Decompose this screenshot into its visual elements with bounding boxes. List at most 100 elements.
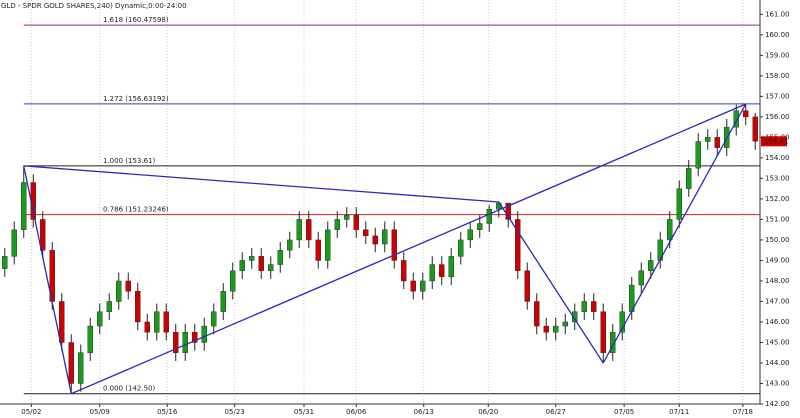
candle-body [638,270,644,286]
x-tick-label: 05/02 [21,408,41,416]
candle-body [125,280,131,292]
candle-body [325,229,331,261]
last-price-label: 154.81 [764,137,789,145]
candle-body [306,219,312,241]
candle-body [429,264,435,282]
y-tick-label: 156.00 [765,113,790,121]
candle-body [600,311,606,353]
candle-body [353,215,359,230]
x-tick-label: 06/06 [346,408,367,416]
candle-body [648,260,654,271]
candle-body [543,325,549,333]
candle-body [581,301,587,312]
candle-body [220,291,226,312]
candle-body [714,137,720,148]
x-tick-label: 06/20 [478,408,498,416]
y-tick-label: 157.00 [765,92,790,100]
candle-body [667,219,673,241]
candle-body [163,311,169,333]
candle-body [695,141,701,169]
candle-body [505,202,511,220]
y-tick-label: 151.00 [765,215,790,223]
x-tick-label: 07/11 [669,408,689,416]
candle-body [192,332,198,343]
candle-body [239,260,245,271]
x-tick-label: 07/18 [733,408,753,416]
candle-body [372,235,378,245]
candle-body [676,188,682,220]
candle-body [477,223,483,230]
candle-body [448,256,454,278]
y-tick-label: 158.00 [765,72,790,80]
y-tick-label: 146.00 [765,318,790,326]
candle-body [182,332,188,353]
fib-level-label: 0.786 (151.23246) [103,206,169,214]
y-tick-label: 148.00 [765,277,790,285]
candle-body [59,301,65,343]
y-tick-label: 152.00 [765,195,790,203]
candle-body [287,239,293,251]
x-tick-label: 05/09 [90,408,110,416]
candle-body [752,116,758,142]
candle-body [11,229,17,257]
candle-body [40,219,46,251]
fib-level-label: 1.272 (156.63192) [103,95,169,103]
candle-body [78,352,84,384]
candle-body [410,280,416,292]
y-tick-label: 150.00 [765,236,790,244]
candle-body [591,301,597,312]
candle-body [144,321,150,333]
candle-body [135,291,141,323]
y-tick-label: 154.00 [765,154,790,162]
fib-level-label: 1.618 (160.47598) [103,16,169,24]
y-tick-label: 143.00 [765,379,790,387]
candle-body [553,325,559,333]
fib-level-label: 1.000 (153.61) [103,157,155,165]
x-tick-label: 06/27 [546,408,566,416]
candle-body [258,256,264,271]
y-tick-label: 149.00 [765,256,790,264]
candle-body [87,325,93,353]
chart-title: GLD - SPDR GOLD SHARES,240) Dynamic,0:00… [1,2,187,10]
candle-body [201,325,207,343]
last-price-tag [761,136,787,147]
candle-body [97,311,103,327]
candle-body [619,311,625,333]
y-tick-label: 142.00 [765,400,790,408]
candle-body [344,215,350,220]
candle-body [420,280,426,292]
pattern-line [602,103,747,364]
y-tick-label: 161.00 [765,10,790,18]
candle-body [249,256,255,261]
candle-body [315,239,321,261]
x-tick-label: 05/31 [294,408,314,416]
pattern-line [70,103,747,395]
candle-body [439,264,445,278]
candle-body [524,270,530,302]
x-tick-label: 05/16 [157,408,178,416]
y-tick-label: 145.00 [765,338,790,346]
candle-body [116,280,122,302]
candle-body [154,311,160,333]
candle-body [733,110,739,128]
candle-body [401,260,407,282]
candle-body [705,137,711,142]
candle-body [391,229,397,261]
candle-body [486,208,492,224]
fib-level-label: 0.000 (142.50) [103,385,155,393]
candle-body [277,249,283,265]
candle-body [230,270,236,292]
candle-body [562,321,568,327]
pattern-line [23,165,72,394]
candle-body [211,311,217,327]
y-tick-label: 153.00 [765,174,790,182]
x-tick-label: 05/23 [225,408,245,416]
candle-body [743,110,749,118]
x-tick-label: 07/05 [614,408,634,416]
y-tick-label: 144.00 [765,359,790,367]
pattern-line [498,201,604,364]
y-tick-label: 160.00 [765,31,790,39]
candle-body [21,182,27,230]
